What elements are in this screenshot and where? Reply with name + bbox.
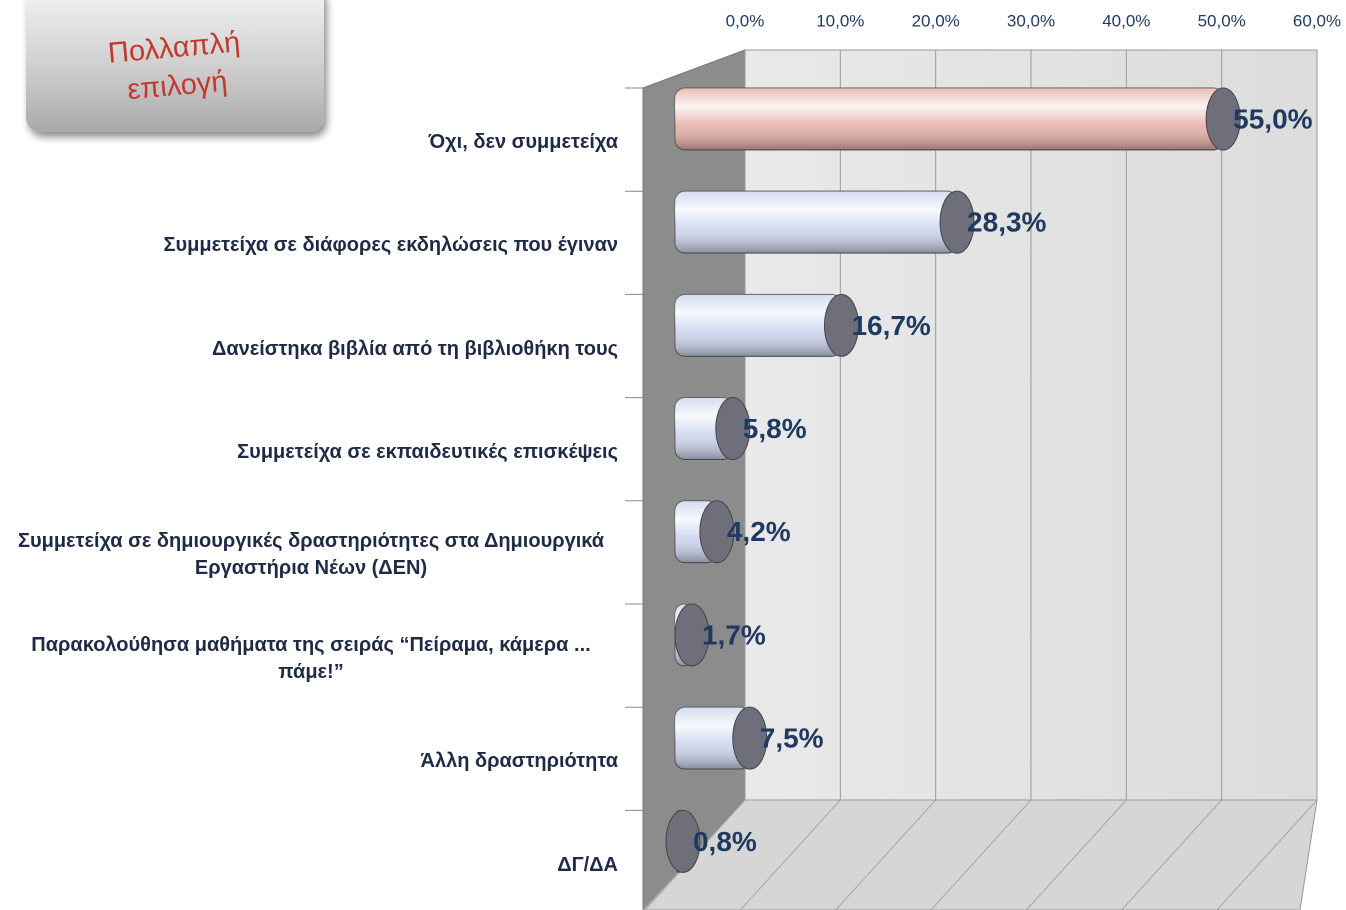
bar-cap [674, 603, 710, 667]
category-label-box: Συμμετείχα σε εκπαιδευτικές επισκέψεις [0, 422, 618, 482]
category-label: Άλλη δραστηριότητα [420, 750, 618, 773]
value-label: 28,3% [967, 207, 1046, 238]
category-label: Όχι, δεν συμμετείχα [428, 131, 618, 154]
side-wall [642, 49, 746, 910]
category-label: Συμμετείχα σε δημιουργικές δραστηριότητε… [17, 530, 605, 580]
badge-text: Πολλαπλή επιλογή [106, 26, 242, 107]
bar-shine [675, 294, 842, 357]
floor-grid-line [739, 799, 841, 910]
floor-grid-line [1121, 799, 1223, 910]
x-tick-label: 50,0% [1198, 11, 1246, 30]
value-label: 4,2% [727, 516, 791, 547]
floor-grid-line [930, 799, 1032, 910]
category-label-box: ΔΓ/ΔΑ [0, 835, 618, 895]
bar-cap [732, 706, 768, 770]
x-tick-label: 40,0% [1102, 11, 1150, 30]
bar-shine [675, 191, 958, 254]
floor-grid-line [1025, 799, 1127, 910]
multi-choice-badge: Πολλαπλή επιλογή [26, 0, 324, 132]
floor-grid-line [835, 799, 937, 910]
bar-cap [699, 500, 735, 564]
x-tick-label: 20,0% [912, 11, 960, 30]
category-label: Συμμετείχα σε εκπαιδευτικές επισκέψεις [237, 440, 618, 463]
category-label-box: Συμμετείχα σε δημιουργικές δραστηριότητε… [0, 525, 618, 585]
category-label-box: Συμμετείχα σε διάφορες εκδηλώσεις που έγ… [0, 216, 618, 276]
floor-grid-line [1216, 799, 1318, 910]
category-label-box: Παρακολούθησα μαθήματα της σειράς “Πείρα… [0, 629, 618, 689]
bar-cap [715, 397, 751, 461]
bar-cap [823, 293, 859, 357]
category-label: Συμμετείχα σε διάφορες εκδηλώσεις που έγ… [163, 234, 618, 257]
x-tick-label: 10,0% [816, 11, 864, 30]
x-tick-label: 30,0% [1007, 11, 1055, 30]
category-label-box: Όχι, δεν συμμετείχα [0, 113, 618, 173]
bar-cap [1205, 87, 1241, 151]
value-label: 5,8% [743, 413, 807, 444]
category-label-box: Άλλη δραστηριότητα [0, 732, 618, 792]
category-label: Παρακολούθησα μαθήματα της σειράς “Πείρα… [31, 633, 591, 683]
category-label-box: Δανείστηκα βιβλία από τη βιβλιοθήκη τους [0, 319, 618, 379]
category-label: Δανείστηκα βιβλία από τη βιβλιοθήκη τους [211, 337, 618, 360]
value-label: 7,5% [760, 723, 824, 754]
x-tick-label: 60,0% [1293, 11, 1341, 30]
category-label: ΔΓ/ΔΑ [557, 853, 618, 876]
value-label: 0,8% [693, 826, 757, 857]
value-label: 55,0% [1233, 103, 1312, 134]
bar-cap [939, 190, 975, 254]
bar-cap [665, 809, 701, 873]
bar-shine [675, 87, 1224, 150]
x-tick-label: 0,0% [726, 11, 765, 30]
value-label: 1,7% [702, 619, 766, 650]
value-label: 16,7% [851, 310, 930, 341]
bar-shine [675, 707, 750, 770]
